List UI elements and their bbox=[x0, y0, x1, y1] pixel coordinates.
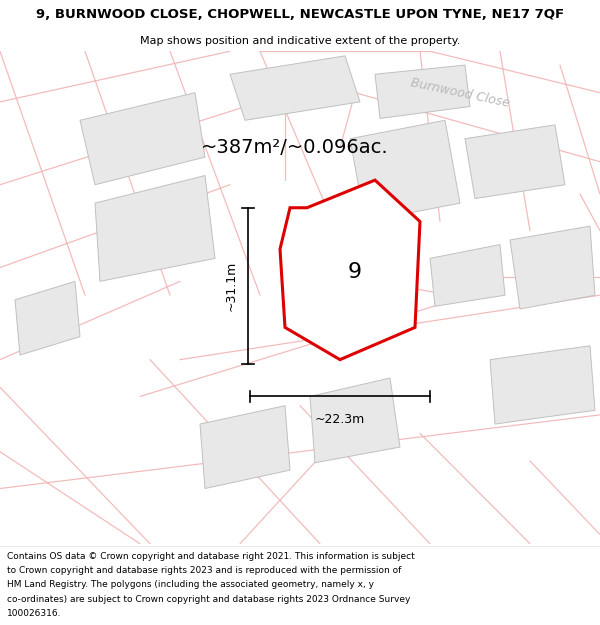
Text: ~31.1m: ~31.1m bbox=[225, 261, 238, 311]
Text: co-ordinates) are subject to Crown copyright and database rights 2023 Ordnance S: co-ordinates) are subject to Crown copyr… bbox=[7, 594, 410, 604]
Text: 100026316.: 100026316. bbox=[7, 609, 62, 618]
Text: ~387m²/~0.096ac.: ~387m²/~0.096ac. bbox=[201, 138, 389, 158]
Polygon shape bbox=[430, 244, 505, 306]
Polygon shape bbox=[200, 406, 290, 489]
Polygon shape bbox=[510, 226, 595, 309]
Polygon shape bbox=[280, 180, 420, 359]
Text: 9, BURNWOOD CLOSE, CHOPWELL, NEWCASTLE UPON TYNE, NE17 7QF: 9, BURNWOOD CLOSE, CHOPWELL, NEWCASTLE U… bbox=[36, 8, 564, 21]
Polygon shape bbox=[375, 65, 470, 119]
Polygon shape bbox=[15, 281, 80, 355]
Text: HM Land Registry. The polygons (including the associated geometry, namely x, y: HM Land Registry. The polygons (includin… bbox=[7, 580, 374, 589]
Text: Contains OS data © Crown copyright and database right 2021. This information is : Contains OS data © Crown copyright and d… bbox=[7, 552, 415, 561]
Polygon shape bbox=[80, 92, 205, 185]
Text: to Crown copyright and database rights 2023 and is reproduced with the permissio: to Crown copyright and database rights 2… bbox=[7, 566, 401, 575]
Polygon shape bbox=[310, 378, 400, 462]
Text: Burnwood Close: Burnwood Close bbox=[409, 76, 511, 109]
Polygon shape bbox=[230, 56, 360, 120]
Polygon shape bbox=[95, 176, 215, 281]
Polygon shape bbox=[350, 120, 460, 221]
Polygon shape bbox=[490, 346, 595, 424]
Text: ~22.3m: ~22.3m bbox=[315, 413, 365, 426]
Text: Map shows position and indicative extent of the property.: Map shows position and indicative extent… bbox=[140, 36, 460, 46]
Polygon shape bbox=[465, 125, 565, 199]
Text: 9: 9 bbox=[348, 262, 362, 282]
